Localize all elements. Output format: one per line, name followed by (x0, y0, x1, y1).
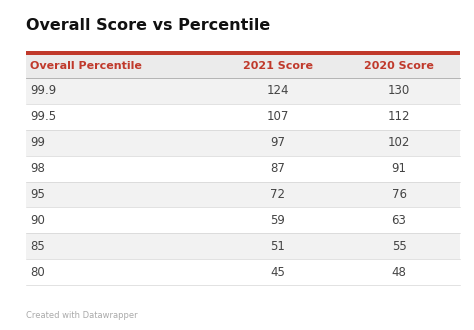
Text: 2021 Score: 2021 Score (243, 61, 313, 72)
Text: 51: 51 (270, 240, 285, 253)
Text: 124: 124 (266, 84, 289, 97)
Text: 76: 76 (392, 188, 407, 201)
Text: 97: 97 (270, 136, 285, 149)
Text: 85: 85 (30, 240, 45, 253)
Text: 72: 72 (270, 188, 285, 201)
Text: 80: 80 (30, 266, 45, 279)
Text: 2020 Score: 2020 Score (364, 61, 434, 72)
Text: Created with Datawrapper: Created with Datawrapper (26, 311, 137, 319)
Text: 98: 98 (30, 162, 45, 175)
Text: 95: 95 (30, 188, 45, 201)
Text: 107: 107 (266, 110, 289, 123)
Text: 91: 91 (392, 162, 407, 175)
Text: 45: 45 (270, 266, 285, 279)
Text: 130: 130 (388, 84, 410, 97)
Text: 90: 90 (30, 214, 45, 227)
Text: Overall Score vs Percentile: Overall Score vs Percentile (26, 18, 270, 33)
Text: 112: 112 (388, 110, 410, 123)
Text: 87: 87 (270, 162, 285, 175)
Text: 48: 48 (392, 266, 407, 279)
Text: 99.5: 99.5 (30, 110, 56, 123)
Text: 55: 55 (392, 240, 406, 253)
Text: Overall Percentile: Overall Percentile (30, 61, 142, 72)
Text: 63: 63 (392, 214, 407, 227)
Text: 99.9: 99.9 (30, 84, 56, 97)
Text: 102: 102 (388, 136, 410, 149)
Text: 59: 59 (270, 214, 285, 227)
Text: 99: 99 (30, 136, 45, 149)
